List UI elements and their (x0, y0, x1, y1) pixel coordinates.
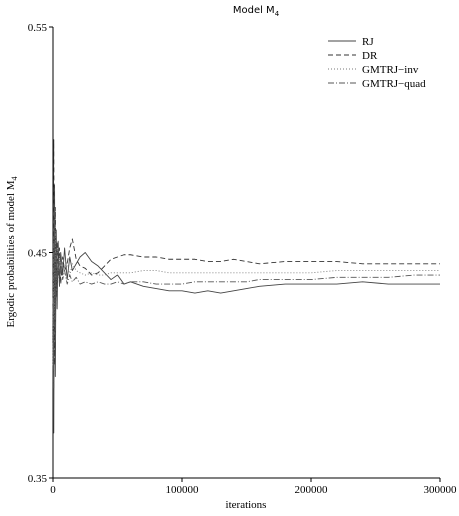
x-tick-label: 200000 (295, 484, 329, 496)
chart-title: Model M4 (233, 5, 280, 18)
series-line-solid (52, 184, 440, 434)
y-tick-label: 0.55 (28, 22, 48, 34)
series-line-dashed (52, 139, 440, 366)
chart-title-subscript: 4 (275, 10, 280, 18)
y-axis-label: Ergodic probabilities of model M4 (5, 176, 19, 327)
series-line-dashdot (52, 206, 440, 389)
y-axis-label-subscript: 4 (10, 176, 19, 180)
y-axis-label-main: Ergodic probabilities of model M (5, 180, 17, 327)
legend-label: DR (362, 50, 378, 62)
x-tick-label: 100000 (166, 484, 200, 496)
x-tick-label: 0 (50, 484, 56, 496)
x-ticks: 0 100000 200000 300000 (50, 478, 457, 496)
series-line-dotted (52, 229, 440, 366)
legend: RJ DR GMTRJ−inv GMTRJ−quad (328, 36, 426, 90)
series-group (52, 139, 440, 434)
x-tick-label: 300000 (424, 484, 458, 496)
axes (52, 27, 440, 479)
y-ticks: 0.35 0.45 0.55 (28, 22, 53, 485)
y-tick-label: 0.35 (28, 473, 48, 485)
legend-label: GMTRJ−quad (362, 78, 426, 90)
chart-title-main: Model M (233, 5, 275, 16)
legend-label: GMTRJ−inv (362, 64, 419, 76)
legend-label: RJ (362, 36, 374, 48)
x-axis-label: iterations (226, 499, 267, 511)
y-tick-label: 0.45 (28, 248, 48, 260)
